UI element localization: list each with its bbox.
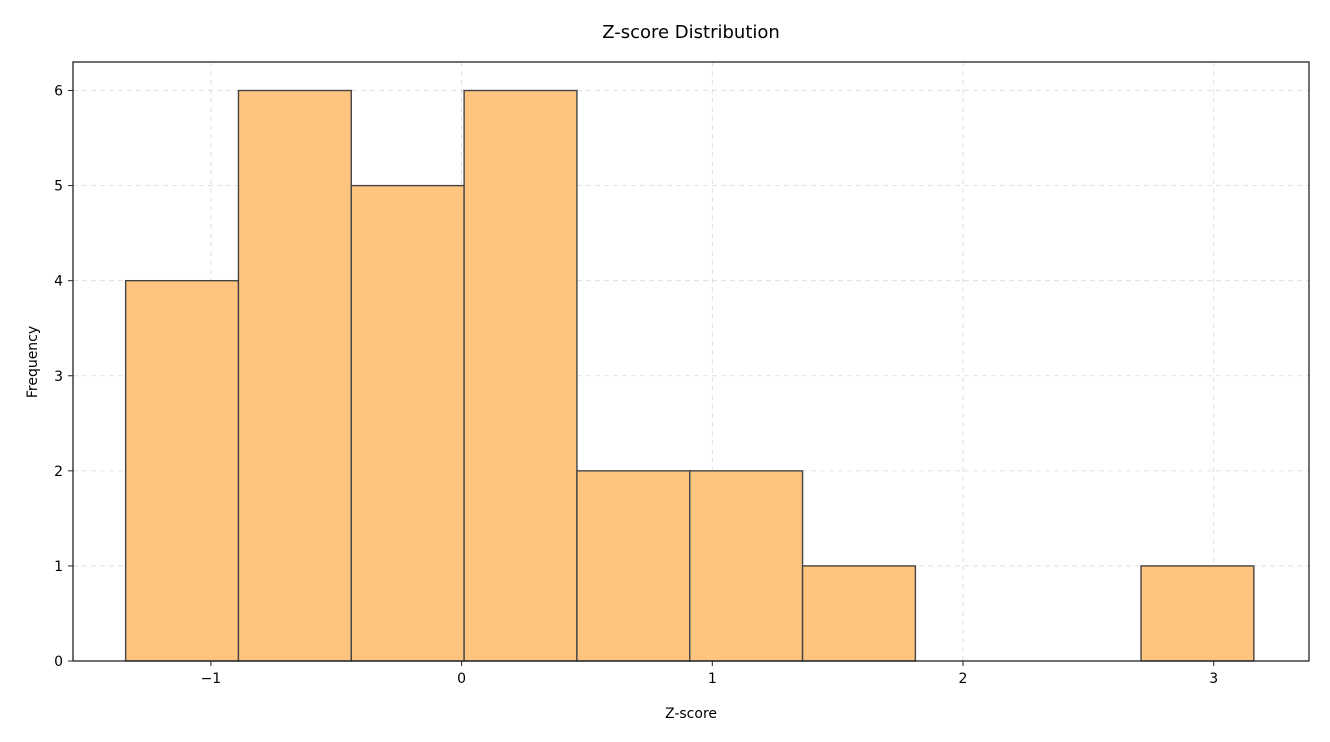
x-axis-label: Z-score [665,706,717,722]
y-axis-ticks: 0 1 2 3 4 5 6 [54,84,73,670]
histogram-bar-9 [1140,565,1255,662]
chart-title: Z-score Distribution [602,22,780,43]
plot-frame [72,61,1310,662]
histogram-bar-4 [576,470,691,662]
x-tick-label-2: 1 [708,671,717,687]
x-tick-label-3: 2 [959,671,968,687]
histogram-bars [124,89,1255,662]
histogram-bar-2 [350,184,465,662]
histogram-bar-0 [124,279,240,662]
histogram-bar-5 [689,470,804,662]
histogram-bar-6 [801,565,917,662]
y-axis-label: Frequency [25,326,41,398]
y-tick-label-6: 6 [54,84,63,100]
y-tick-label-1: 1 [54,559,63,575]
x-axis-ticks: −1 0 1 2 3 [201,661,1218,687]
x-tick-label-1: 0 [457,671,466,687]
histogram-bar-1 [237,89,352,662]
y-tick-label-5: 5 [54,179,63,195]
x-tick-label-0: −1 [201,671,222,687]
y-tick-label-0: 0 [54,654,63,670]
y-tick-label-3: 3 [54,369,63,385]
y-tick-label-4: 4 [54,274,63,290]
histogram-bar-3 [463,89,578,662]
y-tick-label-2: 2 [54,464,63,480]
x-tick-label-4: 3 [1209,671,1218,687]
